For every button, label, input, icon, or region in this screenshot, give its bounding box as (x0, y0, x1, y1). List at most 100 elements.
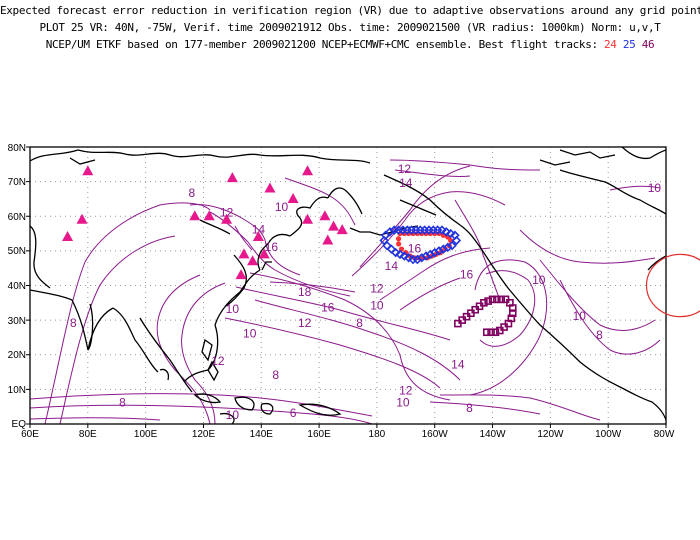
header-line-2: PLOT 25 VR: 40N, -75W, Verif. time 20090… (39, 21, 661, 34)
y-tick-label: 70N (8, 177, 26, 188)
station-triangle (76, 213, 88, 224)
x-tick-label: 100E (134, 429, 158, 440)
track-id-46: 46 (641, 38, 655, 51)
contour-label: 16 (408, 242, 422, 256)
x-tick-label: 120W (537, 429, 564, 440)
station-triangle (235, 269, 247, 280)
contour-label: 14 (399, 176, 413, 190)
y-tick-label: 40N (8, 281, 26, 292)
track-46-point (487, 328, 495, 337)
contour-label: 14 (252, 223, 266, 237)
station-triangle (226, 172, 238, 183)
contour-label: 10 (243, 326, 257, 340)
contour-label: 10 (396, 396, 410, 410)
station-triangle (221, 213, 233, 224)
track-25-point (421, 251, 431, 261)
contour-label: 12 (298, 316, 312, 330)
x-tick-label: 160W (422, 429, 449, 440)
track-46-point (493, 295, 501, 304)
contour-label: 8 (119, 396, 126, 410)
contour-label: 8 (189, 186, 196, 200)
contour-label: 10 (226, 302, 240, 316)
x-tick-label: 60E (21, 429, 39, 440)
y-tick-label: 80N (8, 143, 26, 154)
station-triangle (203, 210, 215, 221)
contour-label: 16 (460, 268, 474, 282)
header-line-3: NCEP/UM ETKF based on 177-member 2009021… (0, 38, 700, 51)
contour-label: 14 (451, 358, 465, 372)
x-tick-label: 80E (79, 429, 97, 440)
x-tick-label: 160E (307, 429, 331, 440)
track-25-point (445, 228, 456, 239)
contour-label: 8 (466, 401, 473, 415)
y-tick-label: 50N (8, 246, 26, 257)
station-triangle (62, 231, 74, 242)
y-tick-label: 20N (8, 350, 26, 361)
flight-tracks (379, 225, 517, 337)
map-gridlines (30, 147, 666, 424)
station-triangle (336, 224, 348, 235)
x-tick-label: 120E (192, 429, 216, 440)
x-tick-label: 80W (654, 429, 675, 440)
y-tick-label: 60N (8, 212, 26, 223)
contour-label: 12 (398, 162, 412, 176)
station-triangle (319, 210, 331, 221)
station-triangle (328, 220, 340, 231)
contour-label: 10 (532, 273, 546, 287)
station-triangle (238, 248, 250, 259)
track-25-point (385, 227, 395, 237)
track-46-point (497, 295, 506, 304)
track-25-point (447, 240, 457, 251)
station-triangle (189, 210, 201, 221)
contour-label: 16 (321, 300, 335, 314)
contour-label: 12 (220, 205, 234, 219)
track-25-point (443, 242, 453, 253)
header-line-1: Expected forecast error reduction in ver… (0, 4, 700, 17)
station-triangle (302, 165, 314, 176)
x-tick-label: 100W (595, 429, 622, 440)
contour-label: 12 (370, 281, 384, 295)
x-tick-label: 180 (369, 429, 386, 440)
track-25-point (403, 253, 414, 263)
station-triangle (302, 213, 314, 224)
contour-label: 10 (648, 181, 662, 195)
track-25-point (416, 253, 427, 263)
station-triangle (258, 248, 270, 259)
contour-label: 10 (226, 408, 240, 422)
track-25-point (379, 235, 389, 246)
station-triangle (264, 182, 276, 193)
track-25-point (425, 249, 436, 260)
contour-lines (30, 159, 661, 424)
track-25-point (437, 225, 447, 235)
contour-label: 8 (272, 368, 279, 382)
track-24-point (395, 236, 402, 242)
track-25-point (399, 251, 410, 261)
station-triangle (287, 192, 299, 203)
observation-stations (62, 165, 348, 280)
contour-label: 10 (370, 299, 384, 313)
track-46-point (488, 295, 497, 304)
contour-label: 10 (573, 309, 587, 323)
track-46-point (508, 304, 517, 312)
x-tick-label: 140W (479, 429, 506, 440)
track-46-point (484, 297, 493, 305)
track-25-point (395, 249, 405, 260)
y-tick-label: EQ (12, 419, 27, 430)
track-46-point (491, 328, 500, 337)
y-axis-labels: EQ 10N 20N 30N 40N 50N 60N 70N 80N (8, 143, 27, 430)
track-25-point (441, 227, 452, 237)
contour-label: 12 (211, 354, 225, 368)
contour-label: 14 (385, 259, 399, 273)
track-25-point (434, 246, 444, 256)
verification-region-circle (645, 253, 700, 318)
y-tick-label: 30N (8, 316, 26, 327)
station-triangle (82, 165, 94, 176)
contour-label: 12 (399, 384, 413, 398)
track-25-point (429, 247, 440, 258)
track-24-point (395, 241, 402, 247)
track-25-point (438, 244, 449, 254)
x-tick-label: 140E (250, 429, 274, 440)
header-line-3-prefix: NCEP/UM ETKF based on 177-member 2009021… (45, 38, 605, 51)
